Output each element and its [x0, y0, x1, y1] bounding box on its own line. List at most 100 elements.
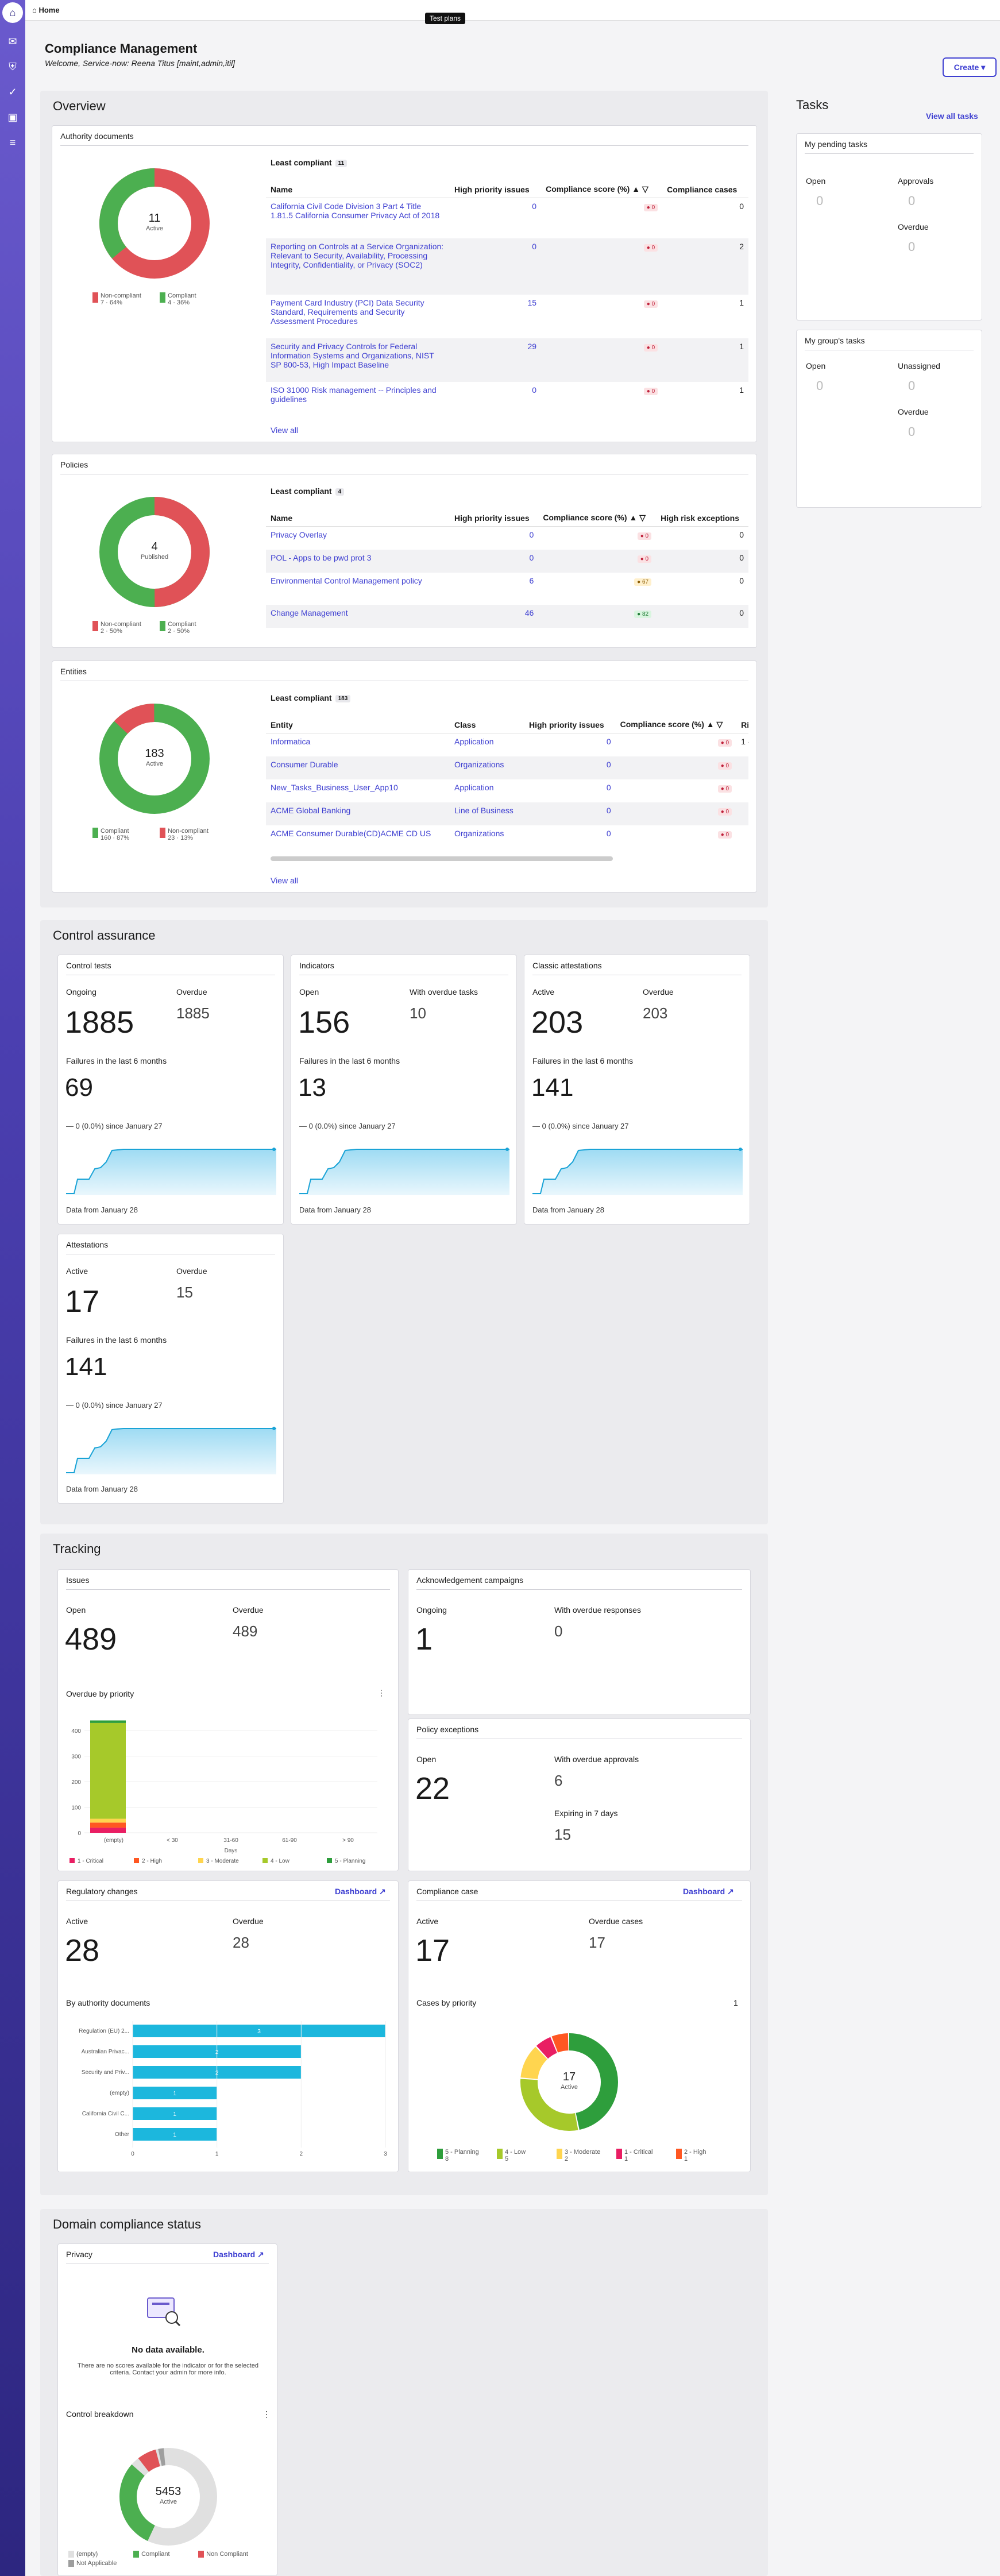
view-all-link[interactable]: View all [271, 426, 298, 435]
bar[interactable] [133, 2128, 217, 2141]
donut-compliant[interactable] [99, 168, 210, 279]
home-tab[interactable]: Home [38, 6, 60, 14]
hpi-value[interactable]: 15 [527, 298, 537, 307]
hpi-value[interactable]: 0 [450, 238, 542, 295]
table-row[interactable]: California Civil Code Division 3 Part 4 … [266, 198, 748, 238]
primary-value[interactable]: 203 [531, 1005, 584, 1040]
hpi-value[interactable]: 0 [606, 782, 611, 792]
open-value[interactable]: 22 [415, 1771, 450, 1806]
cases-by-priority-donut[interactable] [512, 2025, 627, 2139]
list-icon[interactable]: ≡ [9, 137, 16, 148]
row-name-link[interactable]: Environmental Control Management policy [271, 576, 422, 585]
secondary-value[interactable]: 203 [643, 1005, 668, 1022]
more-menu-icon[interactable]: ⋮ [377, 1688, 385, 1697]
megaphone-icon[interactable]: ✉ [8, 36, 17, 47]
col-header[interactable]: Name [266, 181, 450, 198]
row-name-link[interactable]: Informatica [271, 737, 311, 746]
row-name-link[interactable]: POL - Apps to be pwd prot 3 [266, 549, 450, 573]
class-link[interactable]: Organizations [450, 756, 524, 779]
create-button[interactable]: Create ▾ [943, 57, 997, 77]
bar-segment[interactable] [90, 1723, 126, 1819]
row-name-link[interactable]: Reporting on Controls at a Service Organ… [266, 238, 450, 295]
check-circle-icon[interactable]: ✓ [8, 86, 17, 98]
dashboard-link[interactable]: Dashboard ↗ [213, 2250, 264, 2259]
dashboard-link[interactable]: Dashboard ↗ [683, 1887, 734, 1896]
class-link[interactable]: Application [454, 737, 494, 746]
donut-compliant[interactable] [115, 2443, 222, 2550]
class-link[interactable]: Organizations [454, 828, 504, 838]
col-header[interactable]: Class [450, 716, 524, 733]
control-breakdown-donut[interactable] [111, 2439, 226, 2554]
row-name-link[interactable]: Change Management [266, 604, 450, 628]
failures-value[interactable]: 69 [65, 1073, 93, 1102]
overdue-value[interactable]: 28 [233, 1934, 249, 1951]
col-header[interactable]: Name [266, 509, 450, 527]
col-header[interactable]: Compliance score (%) ▲ ▽ [538, 509, 657, 527]
authority-donut[interactable] [97, 166, 212, 281]
row-name-link[interactable]: Payment Card Industry (PCI) Data Securit… [271, 298, 424, 326]
view-all-link[interactable]: View all [271, 876, 298, 885]
row-name-link[interactable]: New_Tasks_Business_User_App10 [271, 782, 398, 792]
ongoing-value[interactable]: 1 [415, 1622, 433, 1656]
overdue-value[interactable]: 0 [908, 240, 916, 254]
col-header[interactable]: High priority issues [524, 716, 616, 733]
class-link[interactable]: Application [454, 782, 494, 792]
row-name-link[interactable]: Security and Privacy Controls for Federa… [266, 338, 450, 382]
open-value[interactable]: 0 [816, 194, 824, 208]
bar-segment[interactable] [90, 1822, 126, 1828]
hpi-value[interactable]: 0 [529, 530, 534, 539]
hpi-value[interactable]: 0 [606, 737, 611, 746]
table-row[interactable]: Consumer Durable Organizations 0 ● 0 [266, 756, 748, 779]
home-icon[interactable]: ⌂ [32, 6, 39, 14]
row-name-link[interactable]: ACME Global Banking [266, 802, 450, 825]
policies-donut[interactable] [97, 495, 212, 609]
row-name-link[interactable]: Privacy Overlay [271, 530, 327, 539]
hpi-value[interactable]: 0 [450, 549, 539, 573]
table-row[interactable]: Change Management 46 ● 82 0 [266, 604, 748, 628]
primary-value[interactable]: 17 [65, 1284, 100, 1319]
hpi-value[interactable]: 0 [532, 385, 537, 395]
shield-icon[interactable]: ⛨ [9, 61, 17, 72]
col-header[interactable]: Entity [266, 716, 450, 733]
row-name-link[interactable]: ACME Consumer Durable(CD)ACME CD US [271, 828, 431, 838]
bar-segment[interactable] [90, 1828, 126, 1833]
primary-value[interactable]: 156 [298, 1005, 350, 1040]
more-menu-icon[interactable]: ⋮ [262, 2409, 271, 2419]
col-header[interactable]: High risk exceptions [656, 509, 748, 527]
table-row[interactable]: Privacy Overlay 0 ● 0 0 [266, 527, 748, 550]
secondary-value[interactable]: 1885 [176, 1005, 210, 1022]
bar-segment[interactable] [90, 1818, 126, 1823]
bar[interactable] [133, 2107, 217, 2120]
entities-donut[interactable] [97, 701, 212, 816]
donut-compliant[interactable] [99, 704, 210, 814]
approvals-value[interactable]: 0 [908, 194, 916, 208]
secondary-value[interactable]: 10 [410, 1005, 426, 1022]
table-row[interactable]: Payment Card Industry (PCI) Data Securit… [266, 295, 748, 338]
hpi-value[interactable]: 0 [524, 756, 616, 779]
bar[interactable] [133, 2087, 217, 2099]
col-header[interactable]: High priority issues [450, 181, 542, 198]
trash-icon[interactable]: ▣ [7, 111, 18, 123]
active-value[interactable]: 28 [65, 1933, 100, 1968]
table-row[interactable]: Environmental Control Management policy 6… [266, 573, 748, 605]
donut-slice[interactable] [520, 2033, 618, 2131]
hpi-value[interactable]: 0 [606, 828, 611, 838]
horizontal-scrollbar[interactable] [271, 856, 613, 861]
hpi-value[interactable]: 0 [532, 202, 537, 211]
row-name-link[interactable]: Consumer Durable [266, 756, 450, 779]
hpi-value[interactable]: 29 [450, 338, 542, 382]
unassigned-value[interactable]: 0 [908, 379, 916, 393]
bar[interactable] [133, 2025, 385, 2037]
overdue-value[interactable]: 17 [589, 1934, 605, 1951]
bar-segment[interactable] [90, 1720, 126, 1723]
col-header[interactable]: Compliance cases [662, 181, 748, 198]
table-row[interactable]: ISO 31000 Risk management -- Principles … [266, 382, 748, 412]
failures-value[interactable]: 141 [531, 1073, 574, 1102]
hpi-value[interactable]: 46 [450, 604, 539, 628]
hpi-value[interactable]: 6 [529, 576, 534, 585]
table-row[interactable]: ACME Consumer Durable(CD)ACME CD US Organ… [266, 825, 748, 854]
overdue-value[interactable]: 489 [233, 1623, 258, 1640]
table-row[interactable]: Security and Privacy Controls for Federa… [266, 338, 748, 382]
col-header[interactable]: Compliance score (%) ▲ ▽ [615, 716, 737, 733]
